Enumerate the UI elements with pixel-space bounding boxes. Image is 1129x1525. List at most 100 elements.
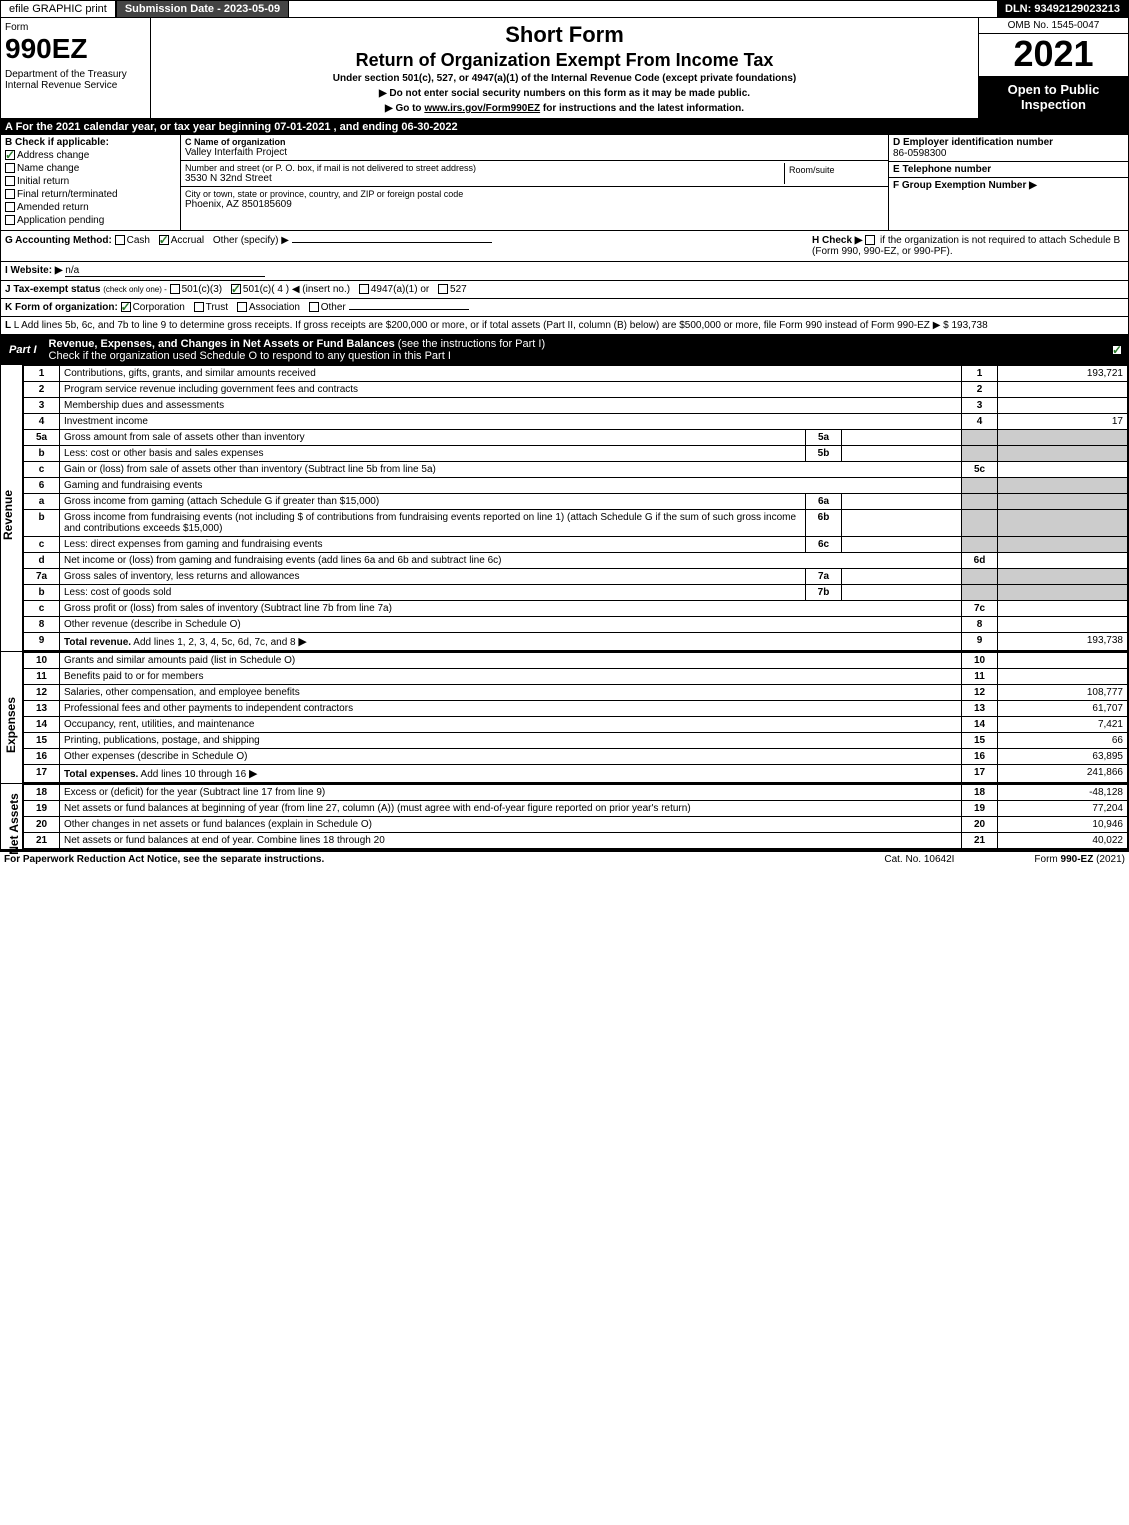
table-row: 11Benefits paid to or for members11	[24, 669, 1128, 685]
table-row: 10Grants and similar amounts paid (list …	[24, 653, 1128, 669]
checkbox-other[interactable]	[309, 302, 319, 312]
mid-line-number: 6a	[806, 494, 842, 510]
line-description: Total revenue. Add lines 1, 2, 3, 4, 5c,…	[60, 633, 962, 651]
line-description: Contributions, gifts, grants, and simila…	[60, 366, 962, 382]
line-description: Total expenses. Add lines 10 through 16 …	[60, 765, 962, 783]
right-line-number: 9	[962, 633, 998, 651]
right-line-number: 20	[962, 817, 998, 833]
right-line-value	[998, 478, 1128, 494]
line-description: Net assets or fund balances at end of ye…	[60, 833, 962, 849]
line-description: Gross income from fundraising events (no…	[60, 510, 806, 537]
right-line-value: 108,777	[998, 685, 1128, 701]
right-line-value: 77,204	[998, 801, 1128, 817]
checkbox-icon	[5, 189, 15, 199]
line-description: Program service revenue including govern…	[60, 382, 962, 398]
line-number: d	[24, 553, 60, 569]
irs-link[interactable]: www.irs.gov/Form990EZ	[424, 103, 540, 114]
table-row: 1Contributions, gifts, grants, and simil…	[24, 366, 1128, 382]
check-application-pending[interactable]: Application pending	[5, 215, 176, 226]
checkbox-527[interactable]	[438, 284, 448, 294]
right-line-number	[962, 430, 998, 446]
right-line-value: -48,128	[998, 785, 1128, 801]
table-row: 17Total expenses. Add lines 10 through 1…	[24, 765, 1128, 783]
line-description: Less: cost of goods sold	[60, 585, 806, 601]
checkbox-icon	[1112, 345, 1122, 355]
table-row: 4Investment income417	[24, 414, 1128, 430]
right-line-number	[962, 569, 998, 585]
line-number: c	[24, 462, 60, 478]
line-description: Occupancy, rent, utilities, and maintena…	[60, 717, 962, 733]
line-number: 17	[24, 765, 60, 783]
form-subtitle: Under section 501(c), 527, or 4947(a)(1)…	[155, 73, 974, 84]
checkbox-4947[interactable]	[359, 284, 369, 294]
part-1-header: Part I Revenue, Expenses, and Changes in…	[1, 335, 1128, 365]
check-final-return[interactable]: Final return/terminated	[5, 189, 176, 200]
other-input[interactable]	[292, 242, 492, 243]
checkbox-schedule-b[interactable]	[865, 235, 875, 245]
table-row: cGain or (loss) from sale of assets othe…	[24, 462, 1128, 478]
section-b: B Check if applicable: Address change Na…	[1, 135, 181, 230]
check-initial-return[interactable]: Initial return	[5, 176, 176, 187]
right-line-value	[998, 494, 1128, 510]
right-line-number: 1	[962, 366, 998, 382]
line-h: H Check ▶ if the organization is not req…	[804, 235, 1124, 257]
checkbox-501c[interactable]	[231, 284, 241, 294]
table-row: bLess: cost of goods sold7b	[24, 585, 1128, 601]
checkbox-501c3[interactable]	[170, 284, 180, 294]
city: Phoenix, AZ 850185609	[185, 199, 884, 210]
tax-year: 2021	[979, 34, 1128, 74]
checkbox-cash[interactable]	[115, 235, 125, 245]
section-def: D Employer identification number 86-0598…	[888, 135, 1128, 230]
city-block: City or town, state or province, country…	[181, 187, 888, 212]
right-line-value	[998, 569, 1128, 585]
phone-block: E Telephone number	[889, 162, 1128, 178]
checkbox-accrual[interactable]	[159, 235, 169, 245]
right-line-value	[998, 398, 1128, 414]
right-line-value	[998, 585, 1128, 601]
expenses-table: 10Grants and similar amounts paid (list …	[23, 652, 1128, 783]
checkbox-corporation[interactable]	[121, 302, 131, 312]
revenue-section: Revenue 1Contributions, gifts, grants, a…	[1, 365, 1128, 652]
right-line-number: 16	[962, 749, 998, 765]
line-number: 21	[24, 833, 60, 849]
line-i-label: I Website: ▶	[5, 265, 63, 276]
org-name: Valley Interfaith Project	[185, 147, 884, 158]
phone-label: E Telephone number	[893, 164, 1124, 175]
right-line-value	[998, 669, 1128, 685]
table-row: bGross income from fundraising events (n…	[24, 510, 1128, 537]
check-amended-return[interactable]: Amended return	[5, 202, 176, 213]
right-line-number	[962, 446, 998, 462]
part-1-checkbox[interactable]	[1108, 341, 1128, 359]
checkbox-association[interactable]	[237, 302, 247, 312]
right-line-value	[998, 553, 1128, 569]
line-description: Gain or (loss) from sale of assets other…	[60, 462, 962, 478]
line-number: 4	[24, 414, 60, 430]
right-line-value	[998, 382, 1128, 398]
check-address-change[interactable]: Address change	[5, 150, 176, 161]
footer-left: For Paperwork Reduction Act Notice, see …	[4, 854, 884, 865]
right-line-value: 241,866	[998, 765, 1128, 783]
org-name-label: C Name of organization	[185, 137, 884, 147]
line-k-label: K Form of organization:	[5, 302, 118, 313]
top-bar: efile GRAPHIC print Submission Date - 20…	[1, 1, 1128, 18]
line-number: 13	[24, 701, 60, 717]
line-description: Gross profit or (loss) from sales of inv…	[60, 601, 962, 617]
right-line-value: 40,022	[998, 833, 1128, 849]
org-name-block: C Name of organization Valley Interfaith…	[181, 135, 888, 161]
line-number: 5a	[24, 430, 60, 446]
street: 3530 N 32nd Street	[185, 173, 784, 184]
mid-line-number: 5a	[806, 430, 842, 446]
checkbox-icon	[5, 150, 15, 160]
mid-line-value	[842, 585, 962, 601]
right-line-value	[998, 510, 1128, 537]
ein-block: D Employer identification number 86-0598…	[889, 135, 1128, 162]
table-row: 20Other changes in net assets or fund ba…	[24, 817, 1128, 833]
right-line-number: 21	[962, 833, 998, 849]
ein: 86-0598300	[893, 148, 1124, 159]
checkbox-trust[interactable]	[194, 302, 204, 312]
other-org-input[interactable]	[349, 309, 469, 310]
check-name-change[interactable]: Name change	[5, 163, 176, 174]
table-row: 5aGross amount from sale of assets other…	[24, 430, 1128, 446]
header-right: OMB No. 1545-0047 2021 Open to Public In…	[978, 18, 1128, 118]
submission-date: Submission Date - 2023-05-09	[117, 1, 289, 17]
